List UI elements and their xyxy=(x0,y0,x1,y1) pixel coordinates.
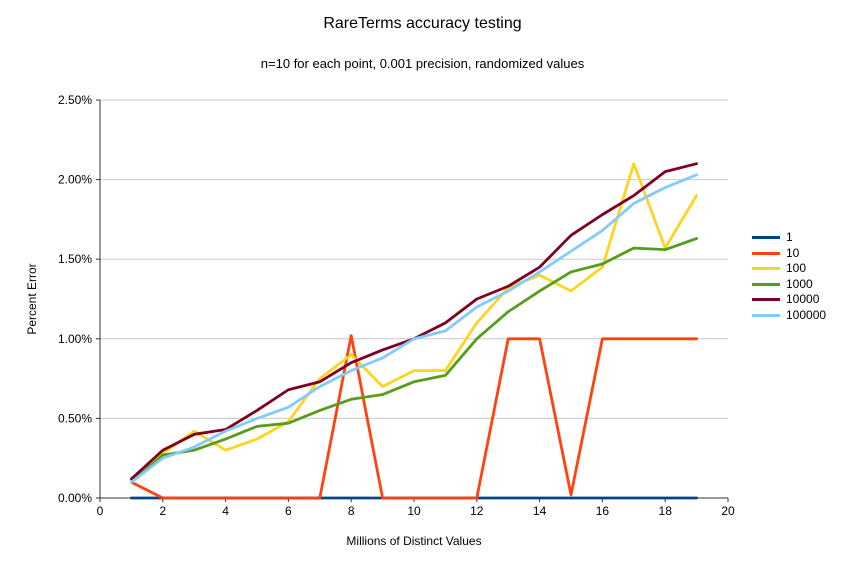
legend-label: 1 xyxy=(786,230,793,244)
series-line-1000 xyxy=(129,237,698,484)
series-line-10 xyxy=(129,334,698,500)
legend-swatch-1 xyxy=(752,236,780,240)
x-tick-label: 10 xyxy=(407,504,421,518)
legend: 1 10 100 1000 10000 100000 xyxy=(752,230,827,323)
y-tick-label: 1.00% xyxy=(58,332,92,346)
legend-item-10000: 10000 xyxy=(752,292,826,307)
series-line-100 xyxy=(129,162,698,484)
x-tick-label: 20 xyxy=(721,504,735,518)
legend-label: 10000 xyxy=(786,292,820,306)
legend-swatch-10000 xyxy=(752,298,780,302)
legend-label: 100000 xyxy=(786,307,827,322)
x-axis-title: Millions of Distinct Values xyxy=(346,534,482,548)
x-tick-label: 18 xyxy=(659,504,673,518)
legend-item-10: 10 xyxy=(752,245,826,261)
y-tick-label: 2.00% xyxy=(58,173,92,187)
x-tick-label: 8 xyxy=(348,504,355,518)
y-tick-label: 1.50% xyxy=(58,252,92,266)
legend-item-100: 100 xyxy=(752,261,826,276)
y-tick-label: 0.50% xyxy=(58,411,92,425)
x-tick-label: 6 xyxy=(285,504,292,518)
x-tick-label: 4 xyxy=(222,504,229,518)
x-tick-label: 0 xyxy=(97,504,104,518)
series-line-100000 xyxy=(129,173,698,484)
legend-swatch-100 xyxy=(752,267,780,271)
legend-item-100000: 100000 xyxy=(752,307,827,323)
x-tick-label: 14 xyxy=(533,504,547,518)
legend-item-1: 1 xyxy=(752,230,826,245)
legend-label: 10 xyxy=(786,245,800,260)
legend-swatch-10 xyxy=(752,251,780,255)
y-tick-label: 2.50% xyxy=(58,93,92,107)
legend-label: 100 xyxy=(786,261,807,275)
chart-title: RareTerms accuracy testing xyxy=(323,15,522,32)
x-tick-label: 12 xyxy=(470,504,484,518)
x-tick-label: 2 xyxy=(159,504,166,518)
chart-subtitle: n=10 for each point, 0.001 precision, ra… xyxy=(260,56,585,71)
x-tick-label: 16 xyxy=(596,504,610,518)
series-line-10000 xyxy=(129,162,698,481)
legend-item-1000: 1000 xyxy=(752,276,826,292)
legend-swatch-1000 xyxy=(752,282,780,286)
legend-label: 1000 xyxy=(786,276,813,291)
y-axis-title: Percent Error xyxy=(25,263,39,335)
y-tick-label: 0.00% xyxy=(58,491,92,505)
legend-swatch-100000 xyxy=(752,313,780,317)
